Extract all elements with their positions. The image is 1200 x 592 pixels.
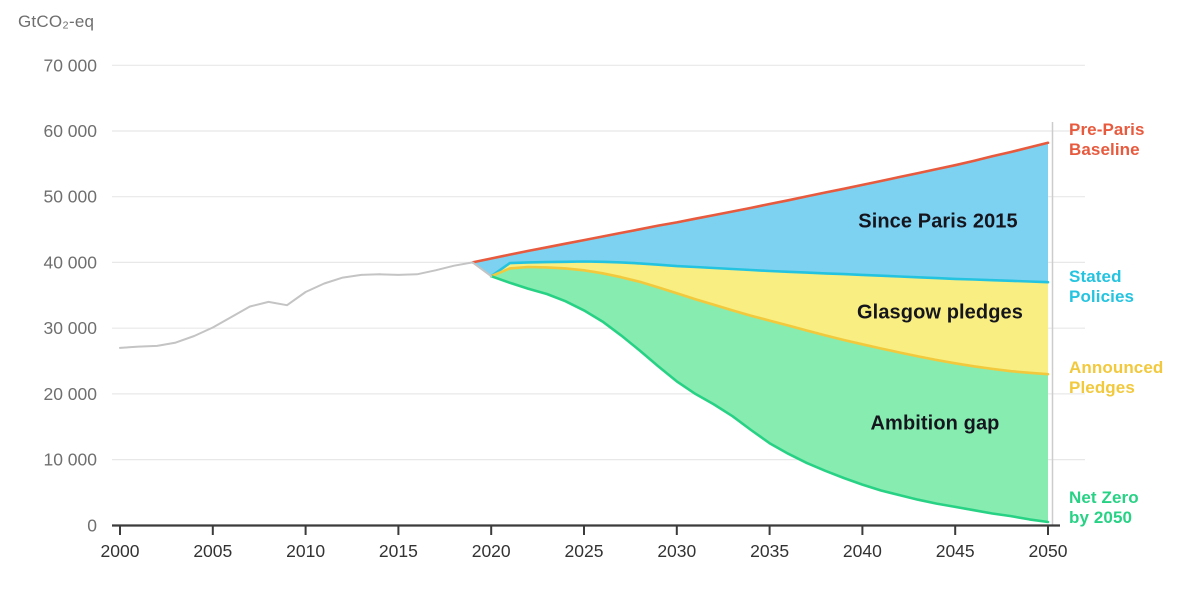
line-announced bbox=[489, 265, 1050, 376]
area-label-glasgow-pledges: Glasgow pledges bbox=[857, 301, 1023, 324]
line-netzero bbox=[489, 274, 1050, 524]
legend-announced-pledges: Announced Pledges bbox=[1069, 358, 1164, 397]
x-tick-label-2010: 2010 bbox=[286, 541, 325, 561]
y-tick-label-70000: 70 000 bbox=[43, 55, 97, 75]
area-label-since-paris-2015: Since Paris 2015 bbox=[858, 210, 1018, 233]
x-tick-label-2035: 2035 bbox=[750, 541, 789, 561]
y-tick-label-10000: 10 000 bbox=[43, 450, 97, 470]
y-axis-unit-label: GtCO₂-eq bbox=[18, 12, 95, 31]
y-tick-label-30000: 30 000 bbox=[43, 318, 97, 338]
x-tick-label-2005: 2005 bbox=[193, 541, 232, 561]
line-historical bbox=[119, 261, 493, 349]
legend-net-zero-by-2050: Net Zero by 2050 bbox=[1069, 488, 1139, 527]
y-tick-label-20000: 20 000 bbox=[43, 384, 97, 404]
legend-pre-paris-baseline: Pre-Paris Baseline bbox=[1069, 120, 1145, 159]
area-since-paris-2015 bbox=[472, 142, 1049, 283]
x-tick-label-2025: 2025 bbox=[565, 541, 604, 561]
line-stated bbox=[489, 260, 1050, 284]
area-ambition-gap bbox=[472, 262, 1049, 522]
y-tick-label-40000: 40 000 bbox=[43, 252, 97, 272]
x-tick-label-2030: 2030 bbox=[657, 541, 696, 561]
x-tick-label-2050: 2050 bbox=[1029, 541, 1068, 561]
area-label-ambition-gap: Ambition gap bbox=[870, 412, 1000, 435]
line-baseline bbox=[471, 141, 1050, 264]
x-tick-label-2000: 2000 bbox=[101, 541, 140, 561]
x-tick-label-2020: 2020 bbox=[472, 541, 511, 561]
x-tick-label-2040: 2040 bbox=[843, 541, 882, 561]
y-tick-label-0: 0 bbox=[87, 515, 97, 535]
y-tick-label-60000: 60 000 bbox=[43, 121, 97, 141]
x-tick-label-2045: 2045 bbox=[936, 541, 975, 561]
x-tick-label-2015: 2015 bbox=[379, 541, 418, 561]
y-tick-label-50000: 50 000 bbox=[43, 187, 97, 207]
legend-stated-policies: Stated Policies bbox=[1069, 267, 1135, 306]
